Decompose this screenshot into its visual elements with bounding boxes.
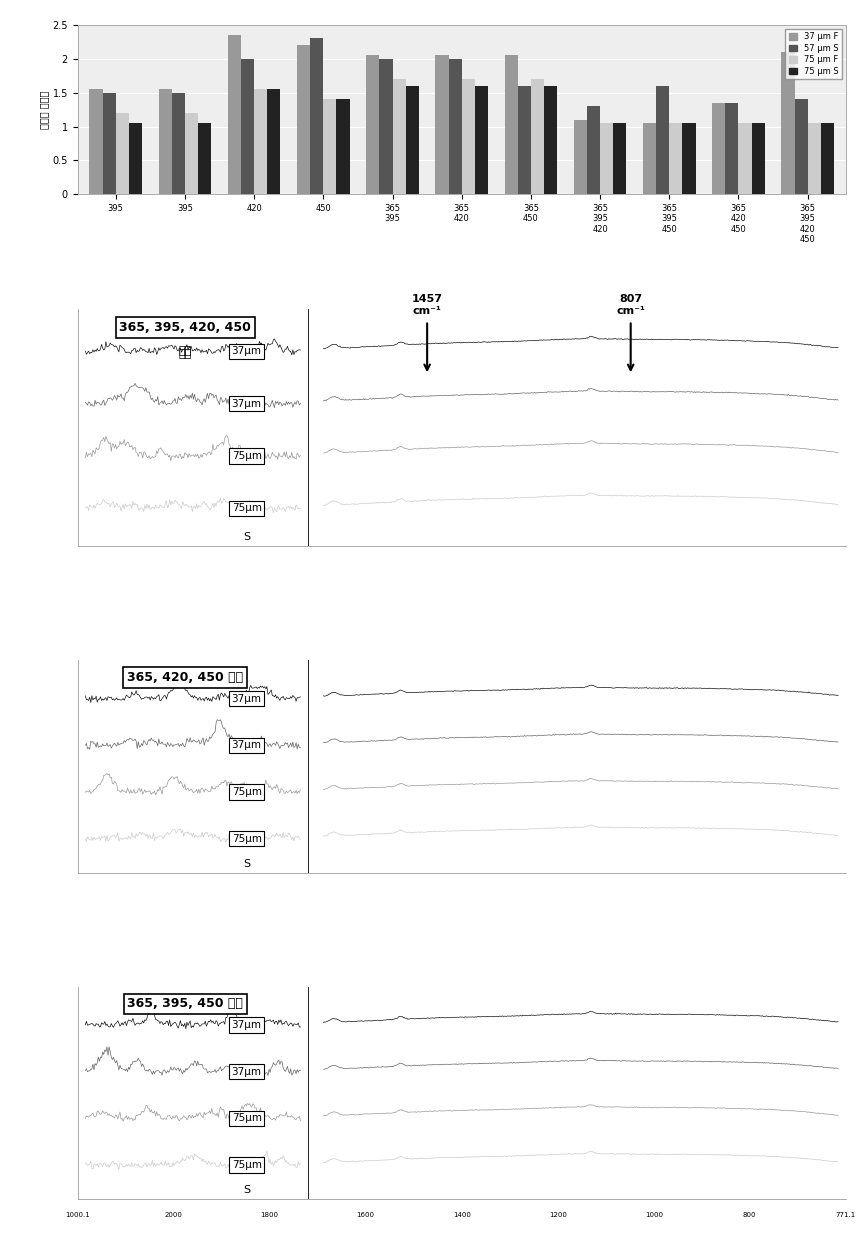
Bar — [600, 124, 614, 194]
Text: 807
cm⁻¹: 807 cm⁻¹ — [616, 294, 646, 316]
Bar — [310, 38, 324, 194]
Bar — [475, 85, 488, 194]
Text: 800: 800 — [743, 1211, 757, 1217]
Bar — [198, 124, 211, 194]
Bar — [436, 56, 449, 194]
Text: 모듈: 모듈 — [179, 346, 192, 356]
Text: S: S — [243, 531, 250, 541]
Bar — [254, 89, 268, 194]
Text: 2000: 2000 — [165, 1211, 183, 1217]
Text: 1200: 1200 — [549, 1211, 567, 1217]
Text: 1000: 1000 — [645, 1211, 663, 1217]
Bar — [643, 124, 656, 194]
Bar — [129, 124, 142, 194]
Bar — [103, 93, 116, 194]
Text: 75μm: 75μm — [231, 503, 261, 513]
Bar — [116, 112, 129, 194]
Bar — [380, 58, 393, 194]
Text: 모듈: 모듈 — [179, 349, 192, 358]
Bar — [574, 120, 587, 194]
Bar — [505, 56, 518, 194]
Bar — [406, 85, 419, 194]
Legend: 37 μm F, 57 μm S, 75 μm F, 75 μm S: 37 μm F, 57 μm S, 75 μm F, 75 μm S — [785, 28, 841, 79]
Text: 1000.1: 1000.1 — [66, 1211, 90, 1217]
Text: 37μm: 37μm — [231, 346, 261, 356]
Text: 37μm: 37μm — [231, 1067, 261, 1077]
Bar — [587, 106, 600, 194]
Text: S: S — [243, 1185, 250, 1195]
Bar — [241, 58, 254, 194]
Text: 75μm: 75μm — [231, 833, 261, 844]
Text: 75μm: 75μm — [231, 1161, 261, 1170]
Bar — [449, 58, 462, 194]
Bar — [518, 85, 531, 194]
Bar — [90, 89, 103, 194]
Text: 37μm: 37μm — [231, 399, 261, 409]
Bar — [670, 124, 683, 194]
Text: 365, 395, 450 모듈: 365, 395, 450 모듈 — [127, 997, 243, 1010]
Text: 75μm: 75μm — [231, 787, 261, 797]
Bar — [795, 99, 808, 194]
Bar — [614, 124, 627, 194]
Text: 1457
cm⁻¹: 1457 cm⁻¹ — [412, 294, 443, 316]
Bar — [462, 79, 475, 194]
Bar — [297, 44, 310, 194]
Text: 365, 395, 420, 450: 365, 395, 420, 450 — [119, 321, 251, 334]
Bar — [821, 124, 834, 194]
Text: 365, 420, 450 모듈: 365, 420, 450 모듈 — [127, 671, 243, 684]
Text: 37μm: 37μm — [231, 740, 261, 750]
Bar — [781, 52, 795, 194]
Text: 37μm: 37μm — [231, 693, 261, 703]
Text: S: S — [243, 859, 250, 869]
Bar — [712, 103, 725, 194]
Bar — [544, 85, 557, 194]
Bar — [228, 35, 241, 194]
Bar — [752, 124, 765, 194]
Bar — [366, 56, 380, 194]
Text: 75μm: 75μm — [231, 451, 261, 461]
Bar — [185, 112, 198, 194]
Bar — [725, 103, 739, 194]
Bar — [268, 89, 280, 194]
Text: 771.1: 771.1 — [835, 1211, 856, 1217]
Bar — [159, 89, 172, 194]
Bar — [656, 85, 670, 194]
Text: 75μm: 75μm — [231, 1114, 261, 1124]
Bar — [808, 124, 821, 194]
Bar — [683, 124, 696, 194]
Bar — [324, 99, 337, 194]
Bar — [739, 124, 752, 194]
Bar — [337, 99, 350, 194]
Text: 1600: 1600 — [356, 1211, 375, 1217]
Y-axis label: 충화도 측정값: 충화도 측정값 — [40, 90, 50, 129]
Bar — [531, 79, 544, 194]
Text: 37μm: 37μm — [231, 1020, 261, 1030]
Bar — [393, 79, 406, 194]
Text: 1800: 1800 — [261, 1211, 279, 1217]
Text: 1400: 1400 — [453, 1211, 470, 1217]
Bar — [172, 93, 185, 194]
